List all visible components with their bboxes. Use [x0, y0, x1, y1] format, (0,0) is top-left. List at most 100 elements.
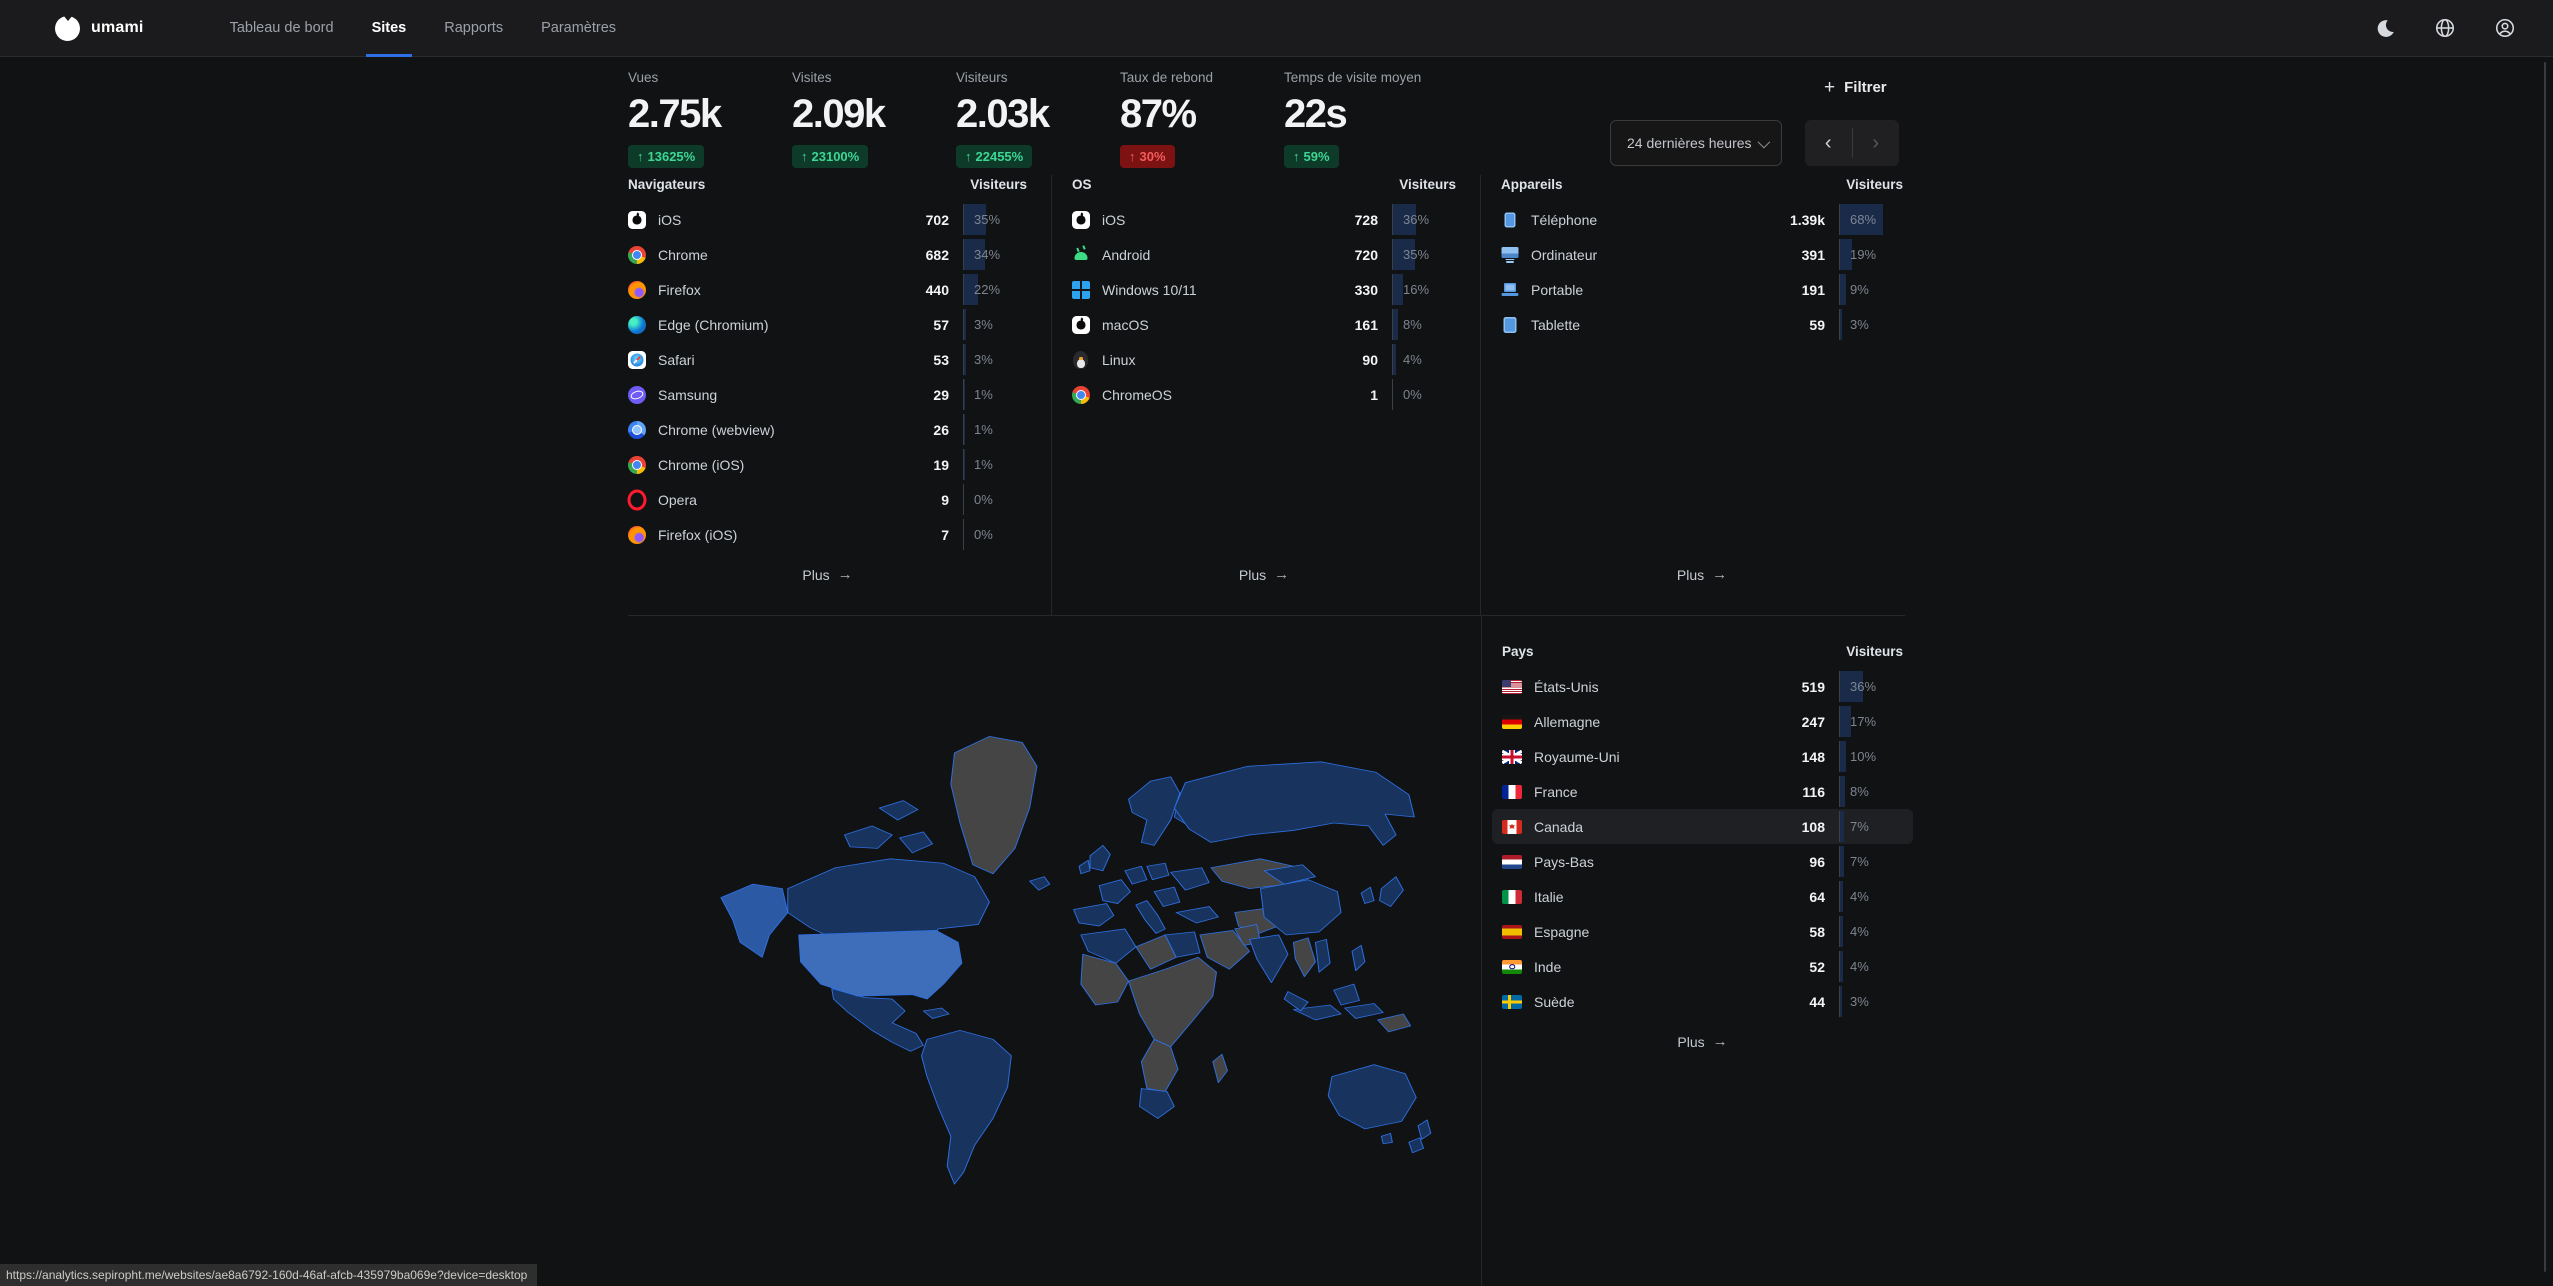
windows-icon [1072, 280, 1090, 299]
browsers-more-button[interactable]: Plus → [802, 566, 853, 583]
row-percent: 8% [1392, 309, 1456, 340]
table-row[interactable]: Tablette 59 3% [1501, 307, 1903, 342]
flag-es-icon [1502, 924, 1522, 939]
table-row[interactable]: Android 720 35% [1072, 237, 1456, 272]
date-pager: ‹ › [1805, 120, 1899, 166]
table-row[interactable]: Safari 53 3% [628, 342, 1027, 377]
date-range-value: 24 dernières heures [1627, 135, 1752, 151]
table-row[interactable]: iOS 702 35% [628, 202, 1027, 237]
percent-label: 8% [1403, 317, 1422, 332]
table-row[interactable]: Suède 44 3% [1492, 984, 1913, 1019]
table-row[interactable]: Linux 90 4% [1072, 342, 1456, 377]
profile-button[interactable] [2491, 14, 2519, 42]
percent-bar [964, 239, 986, 270]
percent-label: 35% [1403, 247, 1430, 262]
theme-toggle-button[interactable] [2371, 14, 2399, 42]
percent-label: 1% [974, 387, 993, 402]
percent-label: 0% [974, 527, 993, 542]
browsers-more-row: Plus → [628, 566, 1027, 585]
nav-item[interactable]: Tableau de bord [230, 0, 334, 57]
table-row[interactable]: Espagne 58 4% [1492, 914, 1913, 949]
percent-bar [964, 204, 987, 235]
row-label: Firefox [658, 281, 701, 298]
table-row[interactable]: Royaume-Uni 148 10% [1492, 739, 1913, 774]
table-row[interactable]: Canada 108 7% [1492, 809, 1913, 844]
browsers-header: Navigateurs Visiteurs [628, 175, 1027, 202]
table-row[interactable]: Téléphone 1.39k 68% [1501, 202, 1903, 237]
percent-bar [1840, 204, 1883, 235]
table-row[interactable]: Allemagne 247 17% [1492, 704, 1913, 739]
metric-card: Visiteurs 2.03k ↑ 22455% [956, 62, 1064, 168]
row-percent: 36% [1839, 671, 1903, 702]
row-percent: 0% [963, 519, 1027, 550]
world-map-panel [628, 616, 1481, 1286]
countries-more-button[interactable]: Plus → [1677, 1033, 1728, 1050]
row-percent: 4% [1839, 951, 1903, 982]
row-label: Canada [1534, 818, 1584, 835]
nav-item[interactable]: Paramètres [541, 0, 616, 57]
table-row[interactable]: Chrome (iOS) 19 1% [628, 447, 1027, 482]
table-row[interactable]: Opera 9 0% [628, 482, 1027, 517]
metric-change-badge: ↑ 22455% [956, 145, 1033, 168]
os-panel: OS Visiteurs iOS 728 36% [1052, 175, 1481, 615]
world-map[interactable] [698, 726, 1440, 1196]
table-row[interactable]: Windows 10/11 330 16% [1072, 272, 1456, 307]
os-list: iOS 728 36% Android 720 [1072, 202, 1456, 552]
table-row[interactable]: Chrome (webview) 26 1% [628, 412, 1027, 447]
percent-label: 4% [1850, 924, 1869, 939]
percent-bar [1840, 916, 1843, 947]
nav-item-label: Rapports [444, 20, 504, 36]
row-value: 148 [1801, 748, 1825, 765]
filter-button[interactable]: + Filtrer [1824, 78, 1887, 97]
nav-item[interactable]: Rapports [444, 0, 503, 57]
row-value: 1.39k [1789, 211, 1825, 228]
table-row[interactable]: États-Unis 519 36% [1492, 669, 1913, 704]
table-row[interactable]: ChromeOS 1 0% [1072, 377, 1456, 412]
percent-label: 7% [1850, 819, 1869, 834]
table-row[interactable]: Edge (Chromium) 57 3% [628, 307, 1027, 342]
percent-label: 10% [1850, 749, 1877, 764]
os-header: OS Visiteurs [1072, 175, 1456, 202]
nav-item[interactable]: Sites [365, 0, 412, 57]
metric-value: 2.09k [792, 92, 886, 136]
table-row[interactable]: France 116 8% [1492, 774, 1913, 809]
devices-more-button[interactable]: Plus → [1676, 566, 1728, 583]
language-button[interactable] [2431, 14, 2459, 42]
flag-gb-icon [1502, 749, 1522, 764]
table-row[interactable]: Firefox (iOS) 7 0% [628, 517, 1027, 552]
previous-period-button[interactable]: ‹ [1805, 120, 1852, 166]
metric-change-value: 59% [1303, 149, 1330, 164]
main-nav: Tableau de bord Sites Rapports Paramètre… [230, 0, 616, 57]
os-more-button[interactable]: Plus → [1238, 566, 1290, 583]
table-row[interactable]: Italie 64 4% [1492, 879, 1913, 914]
table-row[interactable]: Portable 191 9% [1501, 272, 1903, 307]
globe-icon [2435, 18, 2455, 38]
brand[interactable]: umami [55, 15, 144, 41]
table-row[interactable]: Ordinateur 391 19% [1501, 237, 1903, 272]
table-row[interactable]: Chrome 682 34% [628, 237, 1027, 272]
scrollbar[interactable] [2544, 62, 2546, 1272]
metric-change-value: 23100% [811, 149, 860, 164]
row-value: 26 [933, 421, 949, 438]
row-value: 44 [1809, 993, 1825, 1010]
table-row[interactable]: iOS 728 36% [1072, 202, 1456, 237]
os-visitors-col: Visiteurs [1399, 177, 1456, 192]
brand-name: umami [91, 19, 144, 36]
plus-icon: + [1824, 77, 1836, 98]
date-range-select[interactable]: 24 dernières heures [1610, 120, 1782, 166]
row-value: 58 [1809, 923, 1825, 940]
nav-item-label: Sites [371, 20, 407, 36]
laptop-icon [1501, 281, 1519, 299]
row-percent: 1% [963, 379, 1027, 410]
row-label: Tablette [1531, 316, 1581, 333]
metric-card: Temps de visite moyen 22s ↑ 59% [1284, 62, 1421, 168]
table-row[interactable]: Inde 52 4% [1492, 949, 1913, 984]
percent-label: 35% [974, 212, 1001, 227]
table-row[interactable]: Pays-Bas 96 7% [1492, 844, 1913, 879]
row-label: Safari [658, 351, 695, 368]
next-period-button: › [1853, 120, 1900, 166]
table-row[interactable]: Firefox 440 22% [628, 272, 1027, 307]
table-row[interactable]: Samsung 29 1% [628, 377, 1027, 412]
table-row[interactable]: macOS 161 8% [1072, 307, 1456, 342]
row-value: 19 [933, 456, 949, 473]
